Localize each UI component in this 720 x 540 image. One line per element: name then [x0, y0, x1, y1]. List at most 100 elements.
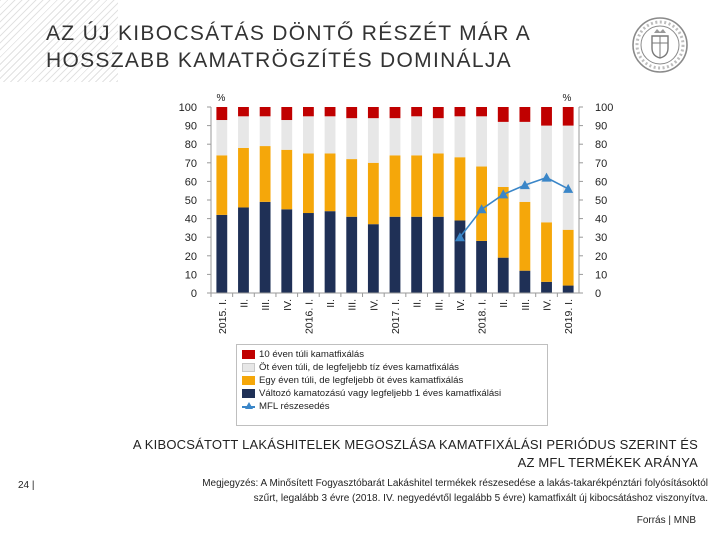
mfl-point [498, 189, 509, 199]
bar-segment-1 [367, 162, 379, 225]
y-tick-label-right: 10 [595, 269, 607, 281]
bar-segment-1 [541, 222, 552, 282]
bar-segment-0 [389, 216, 401, 293]
bar-segment-3 [519, 107, 531, 122]
y-tick-label-left: 60 [185, 176, 197, 188]
bar-segment-1 [411, 155, 423, 217]
bar-segment-0 [303, 213, 314, 293]
bar-segment-1 [346, 159, 358, 217]
y-tick-label-left: 30 [185, 232, 197, 244]
chart-title-line-2: AZ MFL TERMÉKEK ARÁNYA [517, 455, 698, 470]
legend-swatch-navy [242, 389, 255, 398]
y-tick-label-left: 90 [185, 121, 197, 133]
bar-segment-2 [324, 116, 336, 154]
bar-segment-3 [367, 107, 379, 119]
mfl-point [519, 180, 530, 190]
bar-segment-1 [216, 155, 228, 215]
bar-segment-1 [497, 186, 509, 258]
bar-segment-3 [216, 107, 228, 121]
bar-segment-2 [476, 116, 487, 167]
bar-segment-3 [346, 107, 358, 119]
bar-segment-2 [216, 120, 228, 156]
chart-title: A KIBOCSÁTOTT LAKÁSHITELEK MEGOSZLÁSA KA… [58, 436, 698, 472]
bar-segment-1 [562, 229, 574, 286]
legend-label: Öt éven túli, de legfeljebb tíz éves kam… [259, 362, 459, 373]
bar-segment-2 [281, 120, 293, 150]
x-tick-label: II. [498, 299, 510, 308]
footnote-line-2: szűrt, legalább 3 évre (2018. IV. negyed… [253, 493, 708, 504]
bar-segment-3 [303, 107, 314, 117]
bar-segment-3 [281, 107, 293, 121]
legend-item-1-5-years: Egy éven túli, de legfeljebb öt éves kam… [242, 374, 547, 387]
y-tick-label-left: 80 [185, 139, 197, 151]
bar-segment-0 [432, 216, 444, 293]
y-tick-label-left: 20 [185, 251, 197, 263]
bar-segment-1 [324, 153, 336, 212]
x-tick-label: IV. [282, 299, 294, 311]
x-tick-label: III. [260, 299, 272, 311]
bar-segment-2 [519, 121, 531, 202]
bar-segment-1 [454, 157, 466, 221]
bar-segment-1 [238, 147, 249, 208]
bar-segment-2 [454, 116, 466, 158]
bar-segment-0 [216, 214, 228, 293]
legend-label: Változó kamatozású vagy legfeljebb 1 éve… [259, 388, 502, 399]
y-tick-label-right: 60 [595, 176, 607, 188]
bar-segment-2 [346, 118, 358, 160]
bar-segment-2 [238, 116, 249, 148]
legend-swatch-light-gray [242, 363, 255, 372]
bar-segment-2 [432, 118, 444, 154]
bar-segment-0 [541, 281, 552, 293]
x-tick-label: 2016. I. [303, 299, 315, 334]
bar-segment-0 [346, 216, 358, 293]
x-tick-label: II. [238, 299, 250, 308]
y-tick-label-right: 50 [595, 195, 607, 207]
y-tick-label-right: 20 [595, 251, 607, 263]
bar-segment-0 [454, 220, 466, 293]
bar-segment-3 [259, 107, 271, 117]
x-tick-label: III. [347, 299, 359, 311]
bar-segment-2 [303, 116, 314, 154]
y-tick-label-right: 40 [595, 214, 607, 226]
bar-segment-3 [476, 107, 487, 117]
x-tick-label: II. [412, 299, 424, 308]
bar-segment-0 [281, 209, 293, 293]
y-tick-label-right: 70 [595, 158, 607, 170]
bar-segment-1 [259, 146, 271, 202]
x-tick-label: IV. [455, 299, 467, 311]
y-tick-label-left: 40 [185, 214, 197, 226]
bar-segment-2 [389, 118, 401, 156]
slide-title-line-1: AZ ÚJ KIBOCSÁTÁS DÖNTŐ RÉSZÉT MÁR A [46, 22, 532, 45]
bar-segment-3 [389, 107, 401, 119]
bar-segment-0 [238, 207, 249, 293]
bar-segment-3 [238, 107, 249, 117]
y-tick-label-left: 0 [191, 288, 197, 300]
bar-segment-0 [367, 224, 379, 293]
y-tick-label-right: 90 [595, 121, 607, 133]
legend-label: MFL részesedés [259, 401, 330, 412]
x-tick-label: III. [433, 299, 445, 311]
bar-segment-3 [497, 107, 509, 122]
bar-segment-2 [367, 118, 379, 163]
y-tick-label-right: 80 [595, 139, 607, 151]
y-tick-label-right: 0 [595, 288, 601, 300]
y-tick-label-right: 30 [595, 232, 607, 244]
bar-segment-3 [324, 107, 336, 117]
bar-segment-1 [476, 166, 487, 241]
footnote-line-1: Megjegyzés: A Minősített Fogyasztóbarát … [202, 478, 708, 489]
legend-label: Egy éven túli, de legfeljebb öt éves kam… [259, 375, 464, 386]
bar-segment-2 [497, 121, 509, 187]
stacked-bar-chart: 0 10 20 30 40 50 60 70 80 90 100 0 10 20 30 40 50 60 70 80 9… [179, 93, 614, 334]
chart-title-line-1: A KIBOCSÁTOTT LAKÁSHITELEK MEGOSZLÁSA KA… [132, 437, 698, 452]
x-tick-label: III. [520, 299, 532, 311]
legend-item-10-years: 10 éven túli kamatfixálás [242, 348, 547, 361]
x-tick-label: 2015. I. [217, 299, 229, 334]
bar-segment-2 [259, 116, 271, 147]
footnote: Megjegyzés: A Minősített Fogyasztóbarát … [68, 476, 708, 506]
mfl-point [541, 172, 552, 182]
legend-item-5-10-years: Öt éven túli, de legfeljebb tíz éves kam… [242, 361, 547, 374]
y-tick-label-left: 100 [179, 102, 197, 114]
bar-segment-0 [519, 270, 531, 293]
bar-segment-0 [259, 201, 271, 293]
y-tick-label-right: 100 [595, 102, 613, 114]
